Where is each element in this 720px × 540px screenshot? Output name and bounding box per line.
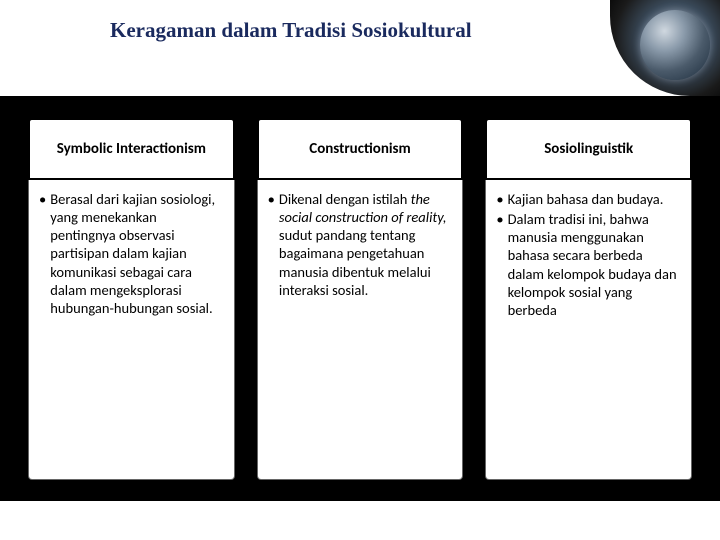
column-2-body: • Dikenal dengan istilah the social cons… xyxy=(257,180,464,480)
bullet-text: Berasal dari kajian sosiologi, yang mene… xyxy=(50,190,223,317)
list-item: • Dikenal dengan istilah the social cons… xyxy=(268,190,453,299)
bullet-icon: • xyxy=(496,210,503,319)
list-item: • Dalam tradisi ini, bahwa manusia mengg… xyxy=(496,210,681,319)
list-item: • Kajian bahasa dan budaya. xyxy=(496,190,681,208)
bullet-text: Dikenal dengan istilah the social constr… xyxy=(279,190,452,299)
column-2: Constructionism • Dikenal dengan istilah… xyxy=(257,118,464,480)
bullet-icon: • xyxy=(268,190,275,299)
column-1-body: • Berasal dari kajian sosiologi, yang me… xyxy=(28,180,235,480)
bullet-text: Kajian bahasa dan budaya. xyxy=(508,190,681,208)
column-3-header: Sosiolinguistik xyxy=(485,118,692,180)
column-3-body: • Kajian bahasa dan budaya. • Dalam trad… xyxy=(485,180,692,480)
list-item: • Berasal dari kajian sosiologi, yang me… xyxy=(39,190,224,317)
column-2-header: Constructionism xyxy=(257,118,464,180)
slide-title: Keragaman dalam Tradisi Sosiokultural xyxy=(110,18,472,43)
column-3: Sosiolinguistik • Kajian bahasa dan buda… xyxy=(485,118,692,480)
bullet-icon: • xyxy=(496,190,503,208)
column-1: Symbolic Interactionism • Berasal dari k… xyxy=(28,118,235,480)
bullet-text: Dalam tradisi ini, bahwa manusia menggun… xyxy=(508,210,681,319)
column-1-header: Symbolic Interactionism xyxy=(28,118,235,180)
header-region: Keragaman dalam Tradisi Sosiokultural xyxy=(0,0,720,96)
text-suffix: sudut pandang tentang bagaimana pengetah… xyxy=(279,226,431,298)
columns-container: Symbolic Interactionism • Berasal dari k… xyxy=(28,118,692,480)
bullet-icon: • xyxy=(39,190,46,317)
globe-decoration xyxy=(610,0,720,96)
text-prefix: Dikenal dengan istilah xyxy=(279,190,411,208)
